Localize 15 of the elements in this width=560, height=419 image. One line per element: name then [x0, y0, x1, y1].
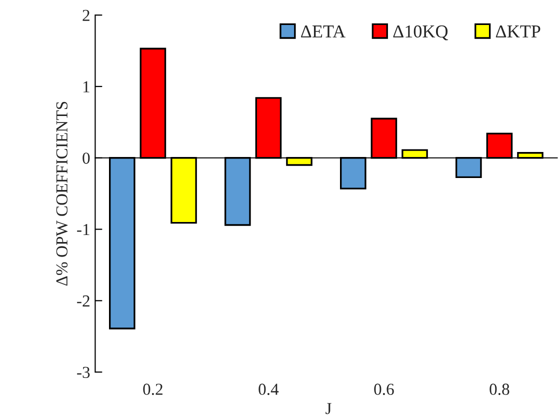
y-tick-label: -1 — [77, 224, 90, 236]
x-tick-label: 0.8 — [490, 384, 510, 395]
y-axis-title: Δ% OPW COEFFICIENTS — [56, 102, 68, 286]
legend-label: Δ10KQ — [393, 25, 448, 40]
legend-label: ΔETA — [301, 25, 346, 38]
y-tick-label: 1 — [83, 81, 90, 92]
x-tick-label: 0.2 — [143, 384, 162, 395]
x-tick-label: 0.6 — [374, 384, 394, 395]
y-tick-label: -2 — [77, 295, 90, 306]
legend-label: ΔKTP — [496, 25, 540, 38]
x-tick-label: 0.4 — [258, 384, 279, 395]
y-tick-label: -3 — [77, 366, 90, 378]
y-tick-label: 0 — [82, 152, 90, 164]
y-tick-label: 2 — [82, 10, 90, 21]
x-axis-title: J — [326, 403, 332, 414]
